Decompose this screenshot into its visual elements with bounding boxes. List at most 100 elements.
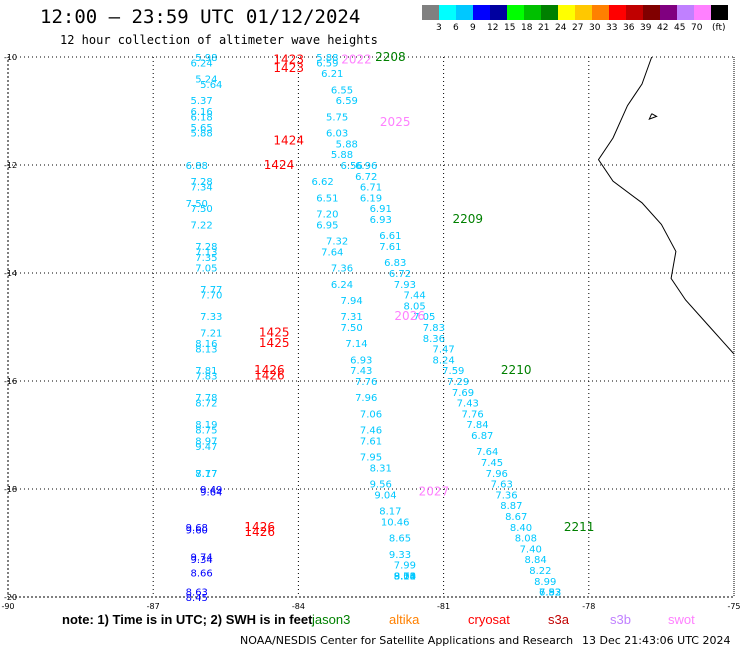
wave-height-value: 6.83 — [384, 258, 406, 269]
wave-height-value: 7.93 — [539, 588, 561, 599]
color-scale-label: 39 — [640, 23, 652, 33]
wave-height-value: 9.74 — [190, 553, 212, 564]
wave-height-value: 7.32 — [326, 237, 348, 248]
wave-height-value: 8.99 — [534, 577, 556, 588]
pass-label: 1425 — [259, 336, 290, 350]
wave-height-value: 7.50 — [190, 204, 212, 215]
wave-height-value: 5.65 — [190, 123, 212, 134]
color-swatch — [609, 5, 626, 20]
pass-label: 2025 — [380, 115, 411, 129]
wave-height-value: 9.60 — [186, 526, 208, 537]
color-swatch — [422, 5, 439, 20]
satellite-legend-item: jason3 — [312, 612, 351, 627]
wave-height-value: 8.17 — [379, 507, 401, 518]
wave-height-value: 8.08 — [394, 571, 416, 582]
color-scale-unit: (ft) — [712, 23, 726, 33]
color-swatch — [592, 5, 609, 20]
wave-height-value: 8.67 — [505, 512, 527, 523]
wave-height-value: 7.61 — [379, 242, 401, 253]
wave-height-value: 8.16 — [195, 339, 217, 350]
island-path — [648, 113, 658, 120]
wave-height-value: 6.19 — [360, 193, 382, 204]
color-swatch — [558, 5, 575, 20]
wave-height-value: 9.47 — [195, 442, 217, 453]
wave-height-value: 8.40 — [510, 523, 532, 534]
wave-height-value: 7.44 — [403, 291, 425, 302]
wave-height-value: 7.93 — [394, 280, 416, 291]
wave-height-value: 9.49 — [200, 485, 222, 496]
wave-height-value: 7.99 — [394, 561, 416, 572]
wave-height-value: 6.72 — [355, 172, 377, 183]
wave-height-value: 6.82 — [539, 588, 561, 599]
wave-height-value: 8.05 — [403, 301, 425, 312]
color-swatch — [507, 5, 524, 20]
satellite-legend-item: cryosat — [468, 612, 510, 627]
satellite-legend-item: s3a — [548, 612, 569, 627]
wave-height-value: 7.31 — [340, 312, 362, 323]
pass-label: 1426 — [244, 520, 275, 534]
pass-label: 1426 — [254, 363, 285, 377]
wave-height-value: 7.61 — [360, 436, 382, 447]
wave-height-value: 8.24 — [432, 355, 454, 366]
wave-height-value: 9.68 — [186, 523, 208, 534]
wave-height-value: 7.40 — [520, 544, 542, 555]
lon-tick-label: -90 — [1, 602, 14, 611]
wave-height-value: 8.31 — [370, 463, 392, 474]
wave-height-value: 5.88 — [190, 129, 212, 140]
map-grid — [7, 56, 735, 598]
lat-tick-label: -20 — [4, 593, 17, 602]
wave-height-value: 6.24 — [331, 280, 353, 291]
wave-height-value: 8.84 — [524, 555, 546, 566]
coastline — [597, 56, 735, 355]
altimeter-tracks: 5.886.596.216.556.595.756.035.885.886.56… — [186, 53, 562, 604]
wave-height-value: 7.06 — [360, 409, 382, 420]
color-scale-label: 36 — [623, 23, 635, 33]
wave-height-value: 6.51 — [316, 193, 338, 204]
color-swatch — [439, 5, 456, 20]
lat-tick-label: -16 — [4, 377, 17, 386]
color-scale-label: 42 — [657, 23, 669, 33]
note-label: note: 1) Time is in UTC; 2) SWH is in fe… — [62, 612, 313, 627]
wave-height-value: 7.81 — [195, 366, 217, 377]
wave-height-value: 6.93 — [350, 355, 372, 366]
footer-agency: NOAA/NESDIS Center for Satellite Applica… — [240, 634, 574, 647]
lon-tick-label: -78 — [582, 602, 595, 611]
color-scale-label: 45 — [674, 23, 686, 33]
pass-label: 1425 — [259, 325, 290, 339]
wave-height-value: 8.63 — [186, 588, 208, 599]
wave-height-value: 8.65 — [389, 534, 411, 545]
color-swatch — [643, 5, 660, 20]
wave-height-value: 6.24 — [190, 58, 212, 69]
axis-tick-labels: -90 -87 -84 -81 -78 -75 -10 -12 -14 -16 -18 -20 — [1, 53, 740, 611]
wave-height-value: 8.54 — [394, 571, 416, 582]
wave-height-value: 6.88 — [186, 161, 208, 172]
wave-height-value: 9.64 — [200, 488, 222, 499]
color-swatch — [660, 5, 677, 20]
wave-height-value: 5.88 — [316, 53, 338, 64]
color-scale-label: 9 — [470, 23, 476, 33]
wave-height-value: 8.72 — [195, 399, 217, 410]
wave-height-value: 8.22 — [529, 566, 551, 577]
wave-height-value: 7.29 — [447, 377, 469, 388]
color-swatch — [694, 5, 711, 20]
wave-height-value: 5.98 — [195, 53, 217, 64]
wave-height-value: 8.73 — [394, 571, 416, 582]
wave-height-value: 7.05 — [195, 264, 217, 275]
wave-height-value: 7.22 — [190, 220, 212, 231]
wave-height-value: 7.83 — [195, 372, 217, 383]
wave-height-value: 7.20 — [316, 210, 338, 221]
wave-height-value: 7.53 — [539, 588, 561, 599]
wave-height-value: 7.35 — [195, 253, 217, 264]
wave-height-value: 7.76 — [355, 377, 377, 388]
pass-label: 1423 — [273, 61, 304, 75]
lon-tick-label: -84 — [292, 602, 305, 611]
wave-height-value: 8.87 — [500, 501, 522, 512]
wave-height-value: 7.64 — [321, 247, 343, 258]
wave-height-value: 6.03 — [326, 129, 348, 140]
wave-height-value: 9.33 — [389, 550, 411, 561]
wave-height-value: 7.64 — [476, 447, 498, 458]
wave-height-value: 6.93 — [370, 215, 392, 226]
color-scale-label: 30 — [589, 23, 601, 33]
